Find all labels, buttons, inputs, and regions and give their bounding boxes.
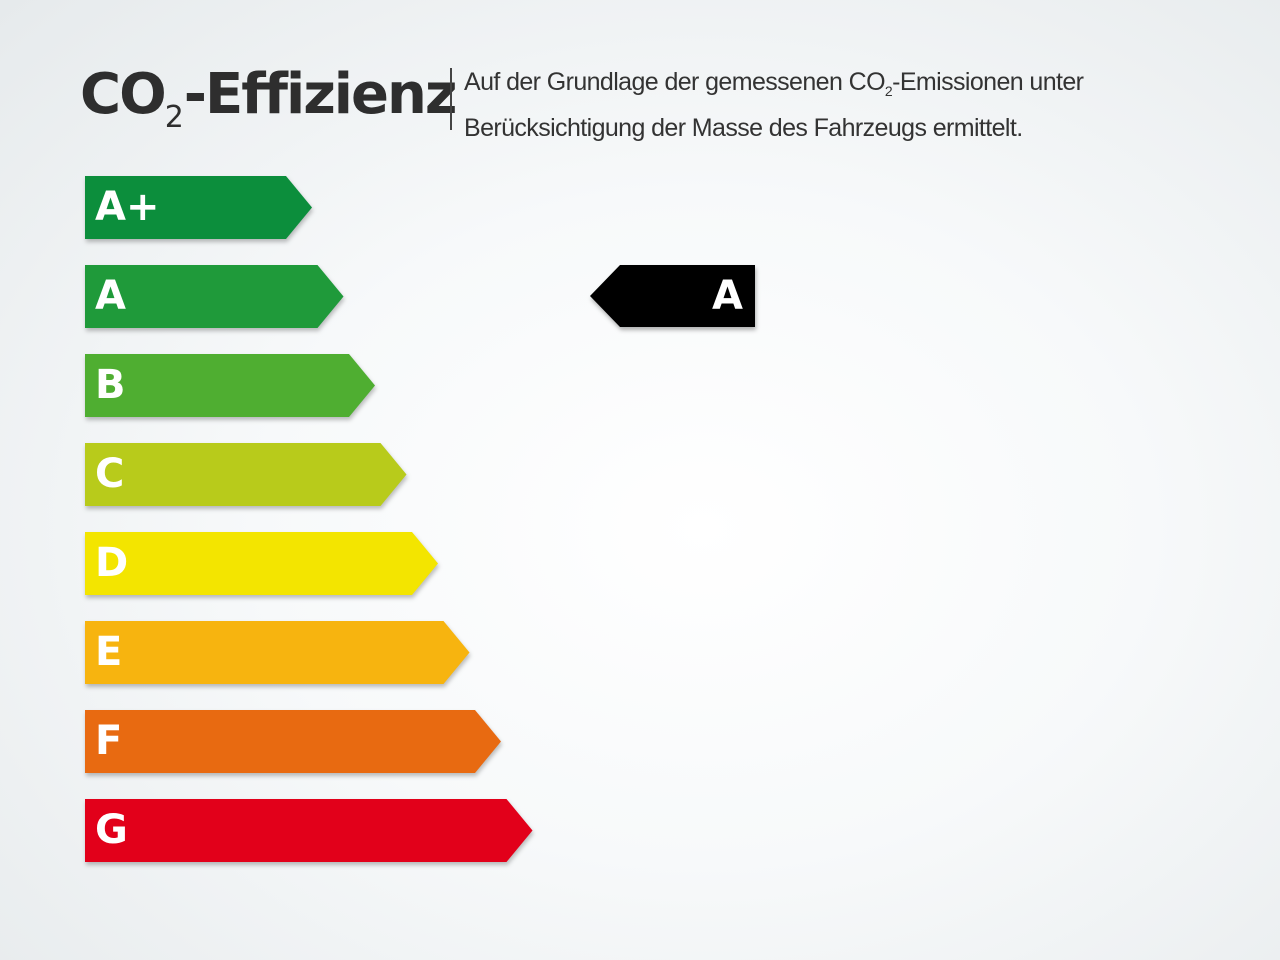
rating-arrow-shape (590, 265, 755, 327)
bar-label: A+ (95, 184, 160, 230)
bar-arrow-shape (85, 176, 312, 239)
efficiency-class-bar: A+ (85, 176, 312, 239)
bar-label: C (95, 451, 125, 497)
page-title: CO2-Effizienz (80, 62, 457, 135)
bar-arrow-shape (85, 354, 375, 417)
description: Auf der Grundlage der gemessenen CO2-Emi… (464, 68, 1084, 142)
rating-indicator-arrow: A (590, 265, 755, 327)
bar-label: F (95, 718, 123, 764)
bar-arrow-shape (85, 710, 501, 773)
efficiency-class-bar: A (85, 265, 344, 328)
bar-arrow-shape (85, 532, 438, 595)
efficiency-class-bar: B (85, 354, 375, 417)
bar-label: A (95, 273, 126, 319)
bar-label: G (95, 807, 128, 853)
bar-label: B (95, 362, 126, 408)
bar-label: E (95, 629, 123, 675)
efficiency-class-bar: C (85, 443, 407, 506)
bar-arrow-shape (85, 265, 344, 328)
efficiency-class-bar: E (85, 621, 470, 684)
bar-arrow-shape (85, 443, 407, 506)
efficiency-class-bar: D (85, 532, 438, 595)
bar-arrow-shape (85, 621, 470, 684)
divider (450, 68, 452, 130)
efficiency-class-bar: F (85, 710, 501, 773)
bar-label: D (95, 540, 129, 586)
rating-label: A (712, 273, 743, 319)
efficiency-class-bar: G (85, 799, 533, 862)
bar-arrow-shape (85, 799, 533, 862)
